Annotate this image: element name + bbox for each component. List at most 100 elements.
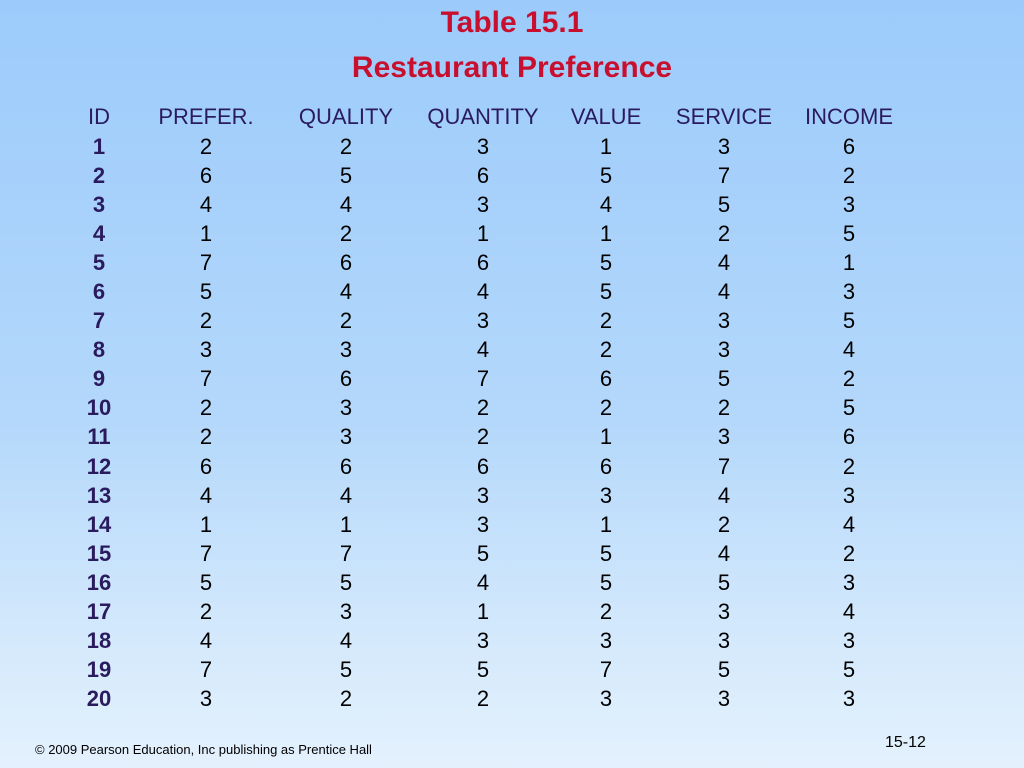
- table-row: 1 2 2 3 1 3 6: [62, 132, 912, 161]
- cell-quantity: 2: [476, 424, 490, 450]
- cell-quality: 3: [339, 424, 353, 450]
- cell-service: 4: [717, 540, 731, 566]
- cell-service: 4: [717, 279, 731, 305]
- cell-quantity: 3: [476, 308, 490, 334]
- column-header-service: SERVICE: [675, 104, 773, 129]
- cell-quality: 1: [339, 511, 353, 537]
- cell-income: 4: [842, 337, 856, 363]
- cell-income: 3: [842, 191, 856, 217]
- cell-prefer: 2: [199, 424, 213, 450]
- cell-income: 2: [842, 540, 856, 566]
- cell-quantity: 3: [476, 511, 490, 537]
- cell-id: 5: [92, 249, 106, 275]
- cell-quality: 4: [339, 482, 353, 508]
- cell-service: 3: [717, 599, 731, 625]
- cell-income: 5: [842, 220, 856, 246]
- cell-id: 16: [86, 569, 112, 595]
- cell-quality: 6: [339, 453, 353, 479]
- cell-income: 5: [842, 308, 856, 334]
- cell-prefer: 4: [199, 628, 213, 654]
- table-row: 16 5 5 4 5 5 3: [62, 568, 912, 597]
- cell-quality: 5: [339, 569, 353, 595]
- cell-quality: 5: [339, 657, 353, 683]
- cell-value: 1: [599, 220, 613, 246]
- cell-service: 7: [717, 162, 731, 188]
- cell-income: 3: [842, 569, 856, 595]
- cell-value: 2: [599, 337, 613, 363]
- cell-value: 2: [599, 308, 613, 334]
- cell-quality: 2: [339, 308, 353, 334]
- cell-service: 5: [717, 366, 731, 392]
- cell-service: 3: [717, 337, 731, 363]
- slide-subtitle: Restaurant Preference: [351, 51, 673, 84]
- cell-prefer: 2: [199, 133, 213, 159]
- cell-prefer: 7: [199, 366, 213, 392]
- cell-quantity: 6: [476, 453, 490, 479]
- cell-income: 3: [842, 628, 856, 654]
- cell-quantity: 4: [476, 279, 490, 305]
- table-row: 14 1 1 3 1 2 4: [62, 510, 912, 539]
- cell-service: 5: [717, 569, 731, 595]
- cell-quality: 6: [339, 249, 353, 275]
- cell-prefer: 7: [199, 249, 213, 275]
- cell-value: 3: [599, 628, 613, 654]
- column-header-quality: QUALITY: [298, 104, 394, 129]
- cell-quantity: 6: [476, 162, 490, 188]
- cell-quantity: 7: [476, 366, 490, 392]
- cell-id: 4: [92, 220, 106, 246]
- cell-quantity: 4: [476, 569, 490, 595]
- cell-id: 12: [86, 453, 112, 479]
- cell-service: 4: [717, 249, 731, 275]
- cell-quantity: 2: [476, 686, 490, 712]
- cell-quality: 6: [339, 366, 353, 392]
- table-row: 4 1 2 1 1 2 5: [62, 219, 912, 248]
- cell-value: 5: [599, 249, 613, 275]
- cell-quantity: 2: [476, 395, 490, 421]
- cell-prefer: 5: [199, 569, 213, 595]
- cell-value: 5: [599, 162, 613, 188]
- cell-income: 6: [842, 424, 856, 450]
- table-row: 3 4 4 3 4 5 3: [62, 190, 912, 219]
- cell-income: 5: [842, 395, 856, 421]
- cell-value: 1: [599, 133, 613, 159]
- cell-value: 6: [599, 453, 613, 479]
- column-header-prefer: PREFER.: [158, 104, 254, 129]
- cell-income: 5: [842, 657, 856, 683]
- cell-quality: 7: [339, 540, 353, 566]
- cell-income: 4: [842, 511, 856, 537]
- cell-prefer: 1: [199, 220, 213, 246]
- table-row: 17 2 3 1 2 3 4: [62, 598, 912, 627]
- cell-value: 5: [599, 569, 613, 595]
- cell-income: 3: [842, 686, 856, 712]
- cell-prefer: 7: [199, 540, 213, 566]
- cell-id: 18: [86, 628, 112, 654]
- cell-value: 3: [599, 482, 613, 508]
- cell-service: 3: [717, 133, 731, 159]
- table-row: 6 5 4 4 5 4 3: [62, 277, 912, 306]
- cell-service: 5: [717, 657, 731, 683]
- cell-prefer: 4: [199, 191, 213, 217]
- cell-value: 3: [599, 686, 613, 712]
- cell-quality: 2: [339, 686, 353, 712]
- cell-service: 3: [717, 686, 731, 712]
- cell-value: 7: [599, 657, 613, 683]
- cell-id: 8: [92, 337, 106, 363]
- column-header-income: INCOME: [805, 104, 893, 129]
- table-row: 18 4 4 3 3 3 3: [62, 627, 912, 656]
- cell-quality: 2: [339, 220, 353, 246]
- cell-income: 2: [842, 366, 856, 392]
- cell-id: 3: [92, 191, 106, 217]
- cell-prefer: 3: [199, 337, 213, 363]
- cell-quality: 3: [339, 395, 353, 421]
- cell-quantity: 3: [476, 482, 490, 508]
- cell-prefer: 6: [199, 453, 213, 479]
- cell-prefer: 2: [199, 395, 213, 421]
- cell-service: 3: [717, 628, 731, 654]
- cell-quality: 3: [339, 337, 353, 363]
- cell-id: 14: [86, 511, 112, 537]
- cell-quantity: 1: [476, 220, 490, 246]
- cell-prefer: 5: [199, 279, 213, 305]
- cell-service: 2: [717, 220, 731, 246]
- cell-service: 3: [717, 424, 731, 450]
- table-row: 8 3 3 4 2 3 4: [62, 336, 912, 365]
